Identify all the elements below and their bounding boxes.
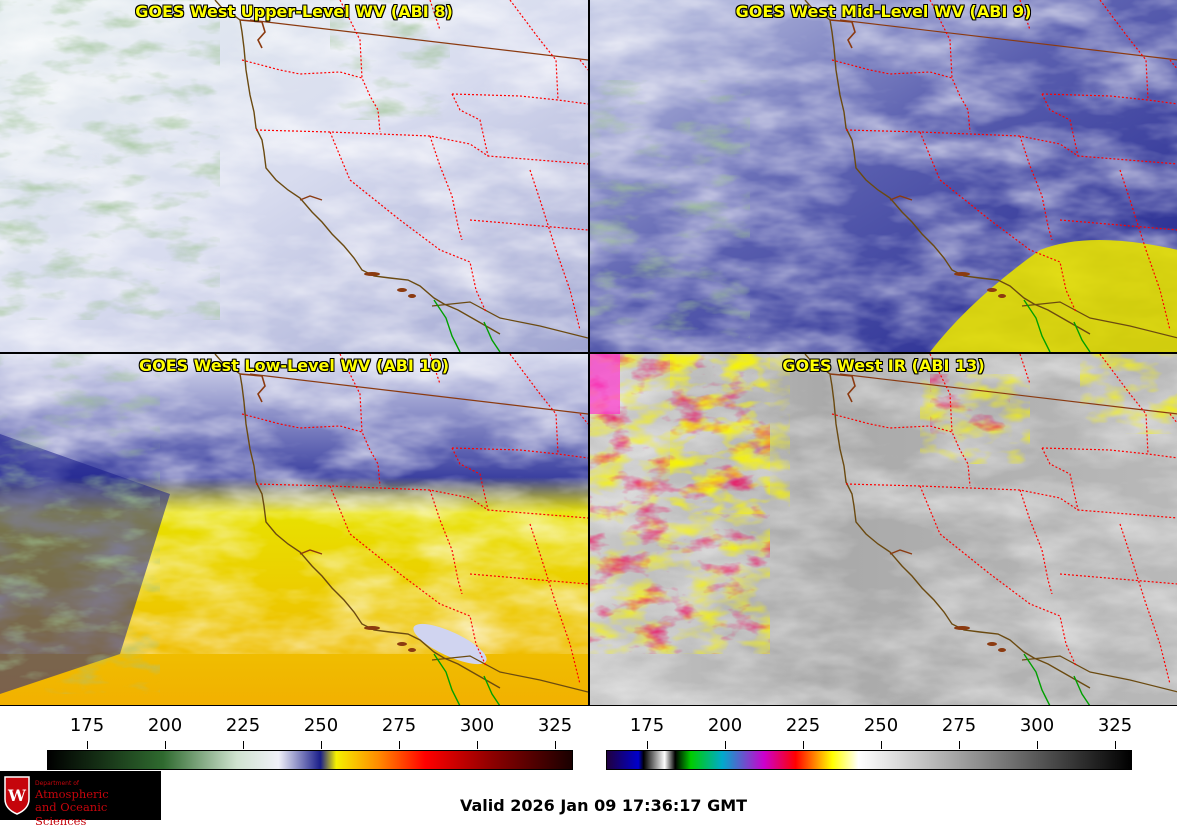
colorbar-right-tick: 175	[629, 715, 665, 736]
colorbar-left-tickmark	[243, 741, 244, 749]
colorbar-right-tickmark	[647, 741, 648, 749]
colorbar-left-tick: 200	[147, 715, 183, 736]
colorbar-right-tick: 325	[1097, 715, 1133, 736]
colorbar-left-tick: 275	[381, 715, 417, 736]
colorbar-left-tickmark	[87, 741, 88, 749]
crest-letter: W	[7, 786, 27, 805]
colorbar-right-tick: 275	[941, 715, 977, 736]
colorbar-right-gradient	[606, 750, 1132, 770]
panel-upper-level-wv: GOES West Upper-Level WV (ABI 8)	[0, 0, 588, 352]
colorbar-left-tick: 325	[537, 715, 573, 736]
low-level-wv-image	[0, 354, 588, 706]
colorbar-left-tickmark	[477, 741, 478, 749]
colorbar-left-tickmark	[399, 741, 400, 749]
colorbar-left-tickmark	[555, 741, 556, 749]
ir-image	[590, 354, 1177, 706]
valid-time: Valid 2026 Jan 09 17:36:17 GMT	[459, 796, 748, 815]
colorbar-left-tick: 300	[459, 715, 495, 736]
upper-level-wv-image	[0, 0, 588, 352]
colorbar-left-tick: 175	[69, 715, 105, 736]
colorbar-right-tickmark	[1037, 741, 1038, 749]
aos-logo[interactable]: W Department of Atmospheric and Oceanic …	[0, 771, 161, 828]
panel-low-level-wv: GOES West Low-Level WV (ABI 10)	[0, 354, 588, 706]
colorbar-right-tickmark	[959, 741, 960, 749]
colorbar-left-tick: 225	[225, 715, 261, 736]
colorbar-left-tickmark	[165, 741, 166, 749]
panel-mid-level-wv: GOES West Mid-Level WV (ABI 9)	[590, 0, 1177, 352]
panel-ir: GOES West IR (ABI 13)	[590, 354, 1177, 706]
colorbar-left-gradient	[47, 750, 573, 770]
logo-dept: Department of	[35, 780, 79, 787]
panel-border-bottom	[0, 705, 1177, 706]
panel-title: GOES West Upper-Level WV (ABI 8)	[135, 2, 453, 21]
uw-crest-icon: W	[4, 776, 30, 815]
colorbar-right-tick: 300	[1019, 715, 1055, 736]
colorbar-right-tickmark	[725, 741, 726, 749]
logo-line1: Atmospheric	[35, 787, 109, 801]
colorbar-right-tickmark	[881, 741, 882, 749]
panel-divider-horizontal	[0, 352, 1177, 354]
mid-level-wv-image	[590, 0, 1177, 352]
panel-title: GOES West Mid-Level WV (ABI 9)	[735, 2, 1032, 21]
colorbar-left-tickmark	[321, 741, 322, 749]
colorbar-right-tick: 200	[707, 715, 743, 736]
colorbar-right-tick: 250	[863, 715, 899, 736]
colorbar-right-tickmark	[803, 741, 804, 749]
colorbar-right-tickmark	[1115, 741, 1116, 749]
colorbar-left-tick: 250	[303, 715, 339, 736]
panel-title: GOES West IR (ABI 13)	[782, 356, 985, 375]
panel-title: GOES West Low-Level WV (ABI 10)	[138, 356, 449, 375]
colorbar-right-tick: 225	[785, 715, 821, 736]
